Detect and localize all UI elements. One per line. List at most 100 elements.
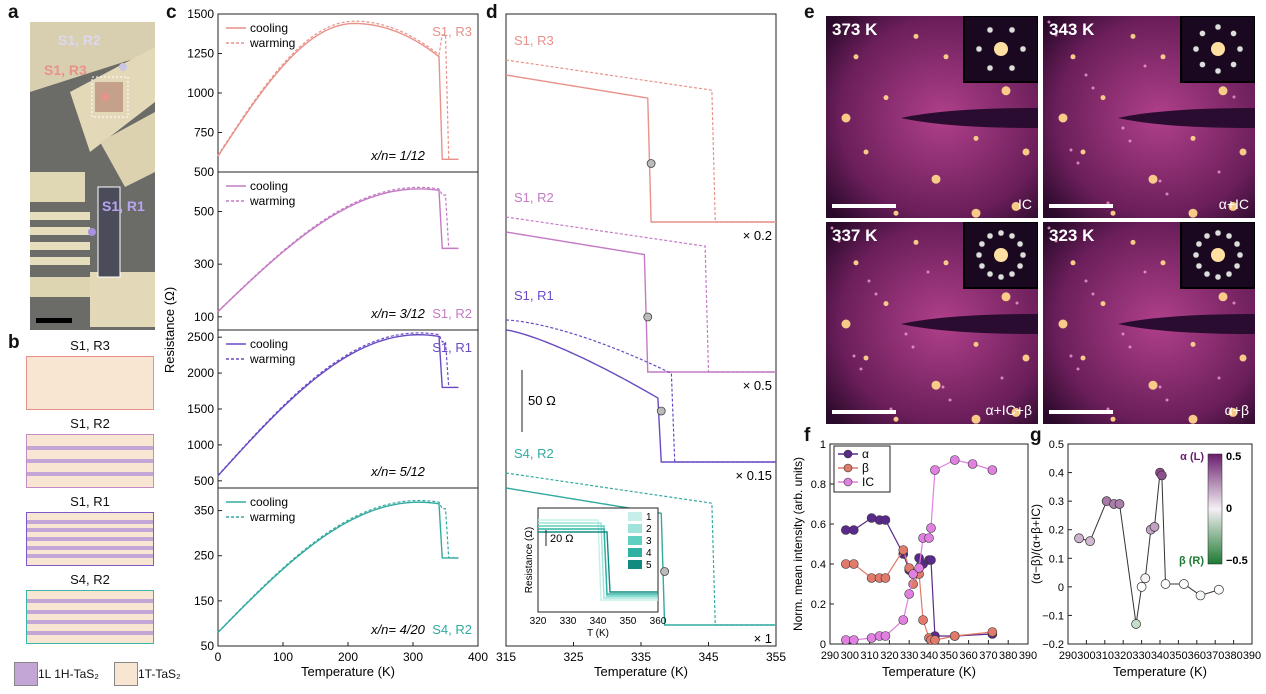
doping-ratio: x/n= 3/12 [370, 306, 426, 321]
doping-ratio: x/n= 4/20 [370, 622, 426, 637]
x-tick-label: 390 [1243, 650, 1261, 662]
x-tick-label: 350 [940, 650, 958, 662]
y-tick-label: 350 [194, 504, 214, 518]
data-point [848, 559, 859, 569]
device-tag: S4, R2 [432, 622, 472, 637]
y-tick-label: 2500 [187, 330, 214, 344]
legend-label-1h: 1L 1H-TaS₂ [38, 667, 99, 681]
diffraction-pattern: 323 K α+β [1043, 222, 1255, 424]
y-tick-label: 750 [194, 126, 214, 140]
legend-cooling: cooling [250, 495, 288, 509]
warming-curve [217, 332, 459, 476]
y-tick-label: 2000 [187, 366, 214, 380]
device-tag: S1, R1 [432, 340, 472, 355]
y-tick-label: −0.1 [1042, 610, 1064, 622]
data-point [866, 633, 877, 643]
inset-curve [538, 525, 658, 597]
x-tick-label: 370 [979, 650, 997, 662]
device-stack [26, 434, 154, 488]
cooling-curve [217, 334, 459, 477]
curve-tag: S1, R2 [514, 190, 554, 205]
device-micrograph: S1, R2 S1, R3 S1, R1 [30, 22, 155, 330]
y-tick-label: 300 [194, 257, 214, 271]
x-tick-label: 310 [1096, 650, 1114, 662]
data-point [930, 635, 940, 645]
warming-curve [505, 216, 776, 373]
data-point [848, 635, 859, 645]
y-tick-label: 0.8 [811, 479, 826, 491]
panel-f-frame [829, 443, 1029, 645]
inset-x-tick-label: 330 [560, 616, 577, 627]
warming-curve [217, 186, 459, 312]
device-name: S1, R3 [70, 338, 110, 353]
x-tick-label: 355 [766, 650, 786, 664]
y-tick-label: 1 [820, 439, 826, 451]
inset-legend-swatch [628, 536, 642, 545]
data-point [904, 589, 914, 599]
device-name: S1, R2 [70, 416, 110, 431]
data-point [949, 455, 960, 465]
data-point [898, 615, 909, 625]
panel-letter-b: b [8, 332, 20, 353]
panel-letter-e: e [804, 2, 815, 23]
scale-factor: × 0.15 [735, 468, 772, 483]
colorbar [1207, 453, 1223, 565]
1h-layer [27, 472, 153, 476]
x-axis-label: Temperature (K) [301, 664, 395, 679]
doping-ratio: x/n= 5/12 [370, 464, 426, 479]
panel-d-chart: S1, R3 × 0.2 S1, R2 × 0.5 S1, R1 × 0.15 S4, R2… [496, 13, 786, 679]
y-tick-label: 100 [194, 310, 214, 324]
panel-letter-f: f [804, 425, 811, 446]
data-point [987, 627, 998, 637]
inset-legend-label: 3 [646, 536, 652, 547]
x-tick-label: 325 [563, 650, 583, 664]
y-tick-label: 1000 [187, 438, 214, 452]
x-tick-label: 340 [920, 650, 938, 662]
x-tick-label: 360 [1188, 650, 1206, 662]
transition-marker [656, 406, 666, 416]
scale-factor: × 0.2 [743, 228, 772, 243]
legend-warming: warming [249, 352, 295, 366]
colorbar-tick: 0 [1226, 503, 1232, 515]
inset-x-tick-label: 320 [530, 616, 547, 627]
y-axis-label: (α−β)/(α+β+IC) [1030, 504, 1043, 584]
1h-layer [27, 554, 153, 559]
data-point [926, 555, 936, 565]
transition-marker [646, 159, 656, 168]
x-tick-label: 380 [999, 650, 1017, 662]
y-tick-label: 500 [194, 474, 214, 488]
data-point [866, 513, 877, 523]
warming-curve [217, 499, 459, 633]
legend-swatch-1t [114, 662, 138, 686]
device-tag: S1, R3 [432, 24, 472, 39]
inset-legend-swatch [628, 524, 642, 533]
1h-layer [27, 620, 153, 625]
colorbar-bottom-label: β (R) [1179, 555, 1204, 567]
x-tick-label: 290 [821, 650, 839, 662]
y-tick-label: 1500 [187, 7, 214, 21]
data-point [949, 631, 960, 641]
data-point [967, 459, 978, 469]
label-s1-r2: S1, R2 [58, 32, 101, 48]
data-point [908, 569, 918, 579]
1h-layer [27, 599, 153, 604]
x-tick-label: 340 [1151, 650, 1169, 662]
data-point [1214, 584, 1224, 595]
curve-tag: S4, R2 [514, 446, 554, 461]
y-tick-label: 0 [820, 639, 826, 651]
data-point [1160, 579, 1171, 589]
y-tick-label: 500 [194, 165, 214, 179]
x-tick-label: 360 [959, 650, 977, 662]
data-point [880, 631, 891, 641]
warming-curve [217, 20, 459, 160]
y-tick-label: 0.5 [1049, 439, 1064, 451]
inset-scale-label: 20 Ω [550, 533, 574, 545]
device-schematics: S1, R3 S1, R2 S1, R1 S4, R2 [24, 330, 156, 650]
y-tick-label: 0.2 [811, 599, 826, 611]
legend-label-1t: 1T-TaS₂ [138, 667, 181, 681]
data-point [880, 573, 891, 583]
legend-cooling: cooling [250, 21, 288, 35]
legend-label: α [862, 447, 869, 461]
inset-curve [538, 522, 658, 599]
x-tick-label: 380 [1224, 650, 1242, 662]
